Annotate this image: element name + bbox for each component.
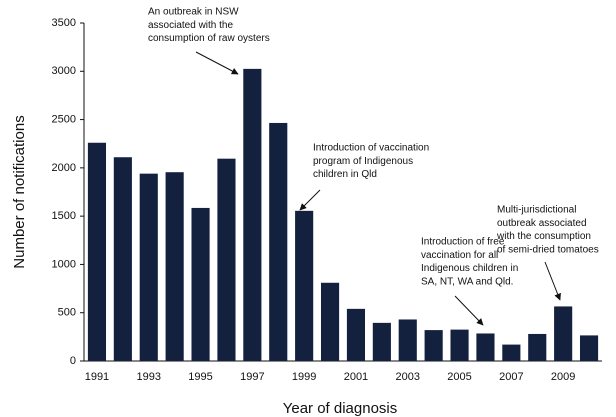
bar — [191, 207, 210, 361]
y-tick-label: 3000 — [52, 65, 76, 77]
annotation: Introduction of free — [421, 237, 505, 248]
x-tick-label: 1993 — [137, 371, 161, 383]
bar — [165, 172, 184, 361]
bar — [295, 210, 314, 361]
bar — [398, 319, 417, 361]
y-axis-title: Number of notifications — [11, 115, 28, 268]
x-axis-title: Year of diagnosis — [283, 400, 398, 417]
y-tick-label: 1500 — [52, 210, 76, 222]
bar — [476, 333, 495, 361]
bar — [424, 330, 443, 361]
annotation: consumption of raw oysters — [148, 33, 270, 44]
annotation: with the consumption — [496, 231, 591, 242]
x-tick-label: 1999 — [292, 371, 316, 383]
y-tick-label: 500 — [58, 307, 76, 319]
x-tick-label: 1991 — [85, 371, 109, 383]
y-tick-label: 0 — [70, 355, 76, 367]
x-tick-label: 1997 — [240, 371, 264, 383]
x-tick-label: 2007 — [499, 371, 523, 383]
annotation: Introduction of vaccination — [313, 143, 429, 154]
bar — [528, 333, 547, 361]
bar — [269, 122, 288, 361]
arrow — [454, 295, 484, 326]
annotation: children in Qld — [313, 169, 377, 180]
annotation: associated with the — [148, 20, 233, 31]
x-tick-label: 2001 — [344, 371, 368, 383]
y-tick-label: 1000 — [52, 258, 76, 270]
bar — [243, 68, 262, 361]
x-tick-label: 2003 — [396, 371, 420, 383]
bar — [139, 173, 158, 361]
bar — [113, 157, 132, 361]
arrow — [299, 189, 321, 211]
bar — [372, 322, 391, 361]
x-tick-label: 1995 — [188, 371, 212, 383]
annotation: An outbreak in NSW — [148, 7, 239, 18]
annotation: outbreak associated — [497, 218, 587, 229]
annotation: program of Indigenous — [313, 156, 413, 167]
bar — [217, 158, 236, 361]
bar — [87, 142, 107, 361]
annotation: SA, NT, WA and Qld. — [421, 277, 513, 288]
x-tick-label: 2009 — [551, 371, 575, 383]
annotation: Multi-jurisdictional — [497, 205, 576, 216]
annotation: of semi-dried tomatoes — [497, 245, 599, 256]
annotation: vaccination for all — [421, 250, 498, 261]
bar — [450, 329, 469, 361]
y-tick-label: 2500 — [52, 113, 76, 125]
bar — [579, 335, 599, 361]
arrow — [195, 51, 239, 75]
annotation: Indigenous children in — [421, 263, 518, 274]
bar — [320, 282, 340, 361]
y-tick-label: 3500 — [52, 17, 76, 29]
arrow — [544, 261, 561, 301]
bar — [554, 306, 573, 361]
bar — [346, 308, 366, 361]
x-tick-label: 2005 — [447, 371, 471, 383]
y-tick-label: 2000 — [52, 162, 76, 174]
bar — [502, 344, 521, 361]
